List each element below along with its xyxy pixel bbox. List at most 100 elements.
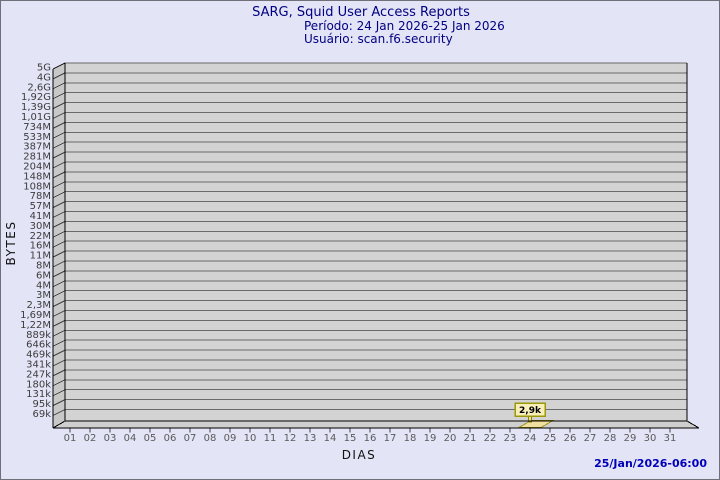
y-tick-label: 204M <box>23 162 51 173</box>
y-tick-label: 4G <box>37 72 51 83</box>
y-tick <box>52 220 66 228</box>
y-tick-label: 247k <box>26 369 51 380</box>
y-tick <box>52 260 66 268</box>
y-tick <box>52 310 66 317</box>
y-tick-label: 387M <box>23 142 51 153</box>
chart-title: SARG, Squid User Access Reports <box>252 5 470 20</box>
x-tick-label: 29 <box>624 433 637 444</box>
x-tick-label: 02 <box>84 433 97 444</box>
x-tick-label: 15 <box>344 433 357 444</box>
x-tick-label: 18 <box>404 433 417 444</box>
chart-subtitle-user: Usuário: scan.f6.security <box>304 32 453 46</box>
y-tick-label: 57M <box>30 201 51 212</box>
y-tick <box>52 339 66 347</box>
y-tick <box>52 191 66 199</box>
y-tick-label: 180k <box>26 379 51 390</box>
y-tick <box>52 141 66 149</box>
x-tick-label: 03 <box>104 433 117 444</box>
chart-subtitle-period: Período: 24 Jan 2026-25 Jan 2026 <box>304 19 505 33</box>
x-axis-title: DIAS <box>342 448 377 462</box>
y-tick <box>52 102 66 110</box>
x-tick-label: 14 <box>324 433 337 444</box>
x-tick-label: 31 <box>664 433 677 444</box>
chart-frame <box>52 62 700 429</box>
y-tick-label: 533M <box>23 132 51 143</box>
x-tick-label: 01 <box>64 433 77 444</box>
y-tick <box>52 181 66 189</box>
y-tick <box>52 240 66 248</box>
floor-right-edge <box>686 420 700 429</box>
y-tick <box>52 112 66 119</box>
x-tick-label: 26 <box>564 433 577 444</box>
x-tick-label: 24 <box>524 433 537 444</box>
y-tick <box>52 290 66 298</box>
x-tick-label: 17 <box>384 433 397 444</box>
x-tick-label: 30 <box>644 433 657 444</box>
x-tick-label: 07 <box>184 433 197 444</box>
chart-side-wall <box>53 63 65 428</box>
x-tick-label: 13 <box>304 433 317 444</box>
y-tick-label: 734M <box>23 122 51 133</box>
y-tick <box>52 399 66 407</box>
y-tick <box>52 409 66 416</box>
y-tick-label: 1,01G <box>21 112 51 123</box>
x-tick-label: 28 <box>604 433 617 444</box>
x-tick-label: 21 <box>464 433 477 444</box>
y-tick <box>52 319 66 327</box>
y-tick-label: 69k <box>32 409 51 420</box>
y-tick-label: 16M <box>30 241 51 252</box>
x-tick-label: 10 <box>244 433 257 444</box>
y-tick <box>52 359 66 367</box>
generated-timestamp: 25/Jan/2026-06:00 <box>594 457 707 470</box>
y-tick-label: 5G <box>37 63 51 74</box>
bar-value-label: 2,9k <box>519 406 542 416</box>
x-tick-label: 22 <box>484 433 497 444</box>
x-tick-label: 19 <box>424 433 437 444</box>
y-tick-label: 646k <box>26 340 51 351</box>
y-axis-title: BYTES <box>4 221 18 266</box>
y-tick-label: 2,6G <box>27 82 51 93</box>
y-tick-label: 3M <box>36 290 51 301</box>
y-tick <box>52 151 66 159</box>
y-tick-label: 469k <box>26 350 51 361</box>
y-tick <box>52 270 66 278</box>
y-tick <box>52 250 66 258</box>
y-tick-label: 341k <box>26 360 51 371</box>
y-tick <box>52 201 66 209</box>
y-tick-label: 22M <box>30 231 51 242</box>
x-tick-label: 16 <box>364 433 377 444</box>
y-tick-label: 1,39G <box>21 102 51 113</box>
y-tick-label: 8M <box>36 261 51 272</box>
y-tick-label: 148M <box>23 171 51 182</box>
chart-plot-area <box>65 63 687 421</box>
y-tick-label: 281M <box>23 152 51 163</box>
x-tick-label: 25 <box>544 433 557 444</box>
y-tick <box>52 329 66 337</box>
y-tick-label: 95k <box>32 399 51 410</box>
x-tick-label: 12 <box>284 433 297 444</box>
x-tick-label: 27 <box>584 433 597 444</box>
y-tick <box>52 389 66 397</box>
y-tick-label: 2,3M <box>26 300 51 311</box>
y-tick <box>52 121 66 129</box>
y-tick-label: 108M <box>23 181 51 192</box>
chart-floor <box>53 421 699 428</box>
x-tick-label: 09 <box>224 433 237 444</box>
y-tick <box>52 349 66 357</box>
y-tick-label: 1,92G <box>21 92 51 103</box>
y-tick-label: 1,69M <box>20 310 51 321</box>
y-tick-label: 6M <box>36 270 51 281</box>
y-tick-label: 30M <box>30 221 51 232</box>
y-tick-label: 11M <box>30 251 51 262</box>
bar-value-tag <box>514 402 546 417</box>
y-tick <box>52 72 66 80</box>
y-tick <box>52 280 66 288</box>
y-tick-label: 4M <box>36 280 51 291</box>
x-tick-label: 20 <box>444 433 457 444</box>
y-tick <box>52 171 66 179</box>
x-tick-label: 06 <box>164 433 177 444</box>
x-tick-label: 05 <box>144 433 157 444</box>
y-tick <box>52 230 66 238</box>
y-tick <box>52 131 66 139</box>
